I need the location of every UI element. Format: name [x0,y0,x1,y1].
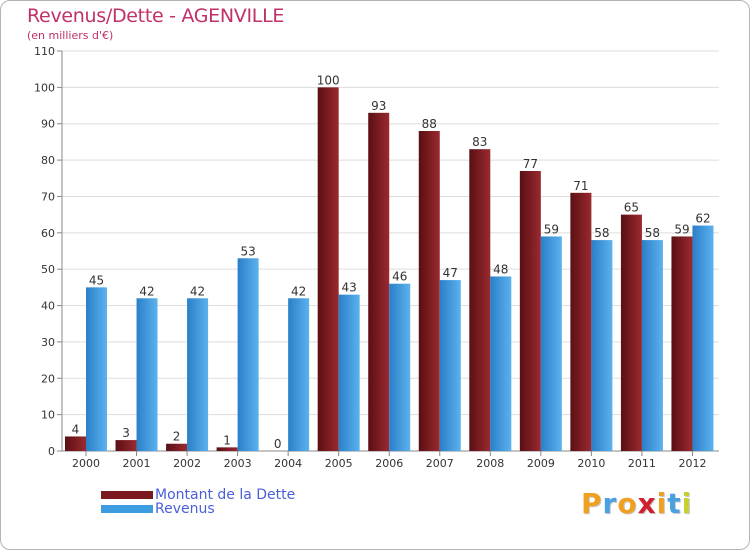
bar-dette [368,112,390,452]
bar-revenus [692,225,714,451]
bar-dette [418,131,440,451]
data-label: 62 [695,212,710,226]
logo-letter: x [637,487,657,520]
bar-revenus [641,240,663,451]
x-tick-label: 2010 [577,457,605,470]
chart-title: Revenus/Dette - AGENVILLE [27,5,285,27]
legend-item-revenus: Revenus [101,501,215,517]
data-label: 0 [274,437,282,451]
bar-revenus [237,258,259,451]
bar-revenus [86,287,107,451]
y-tick-label: 0 [48,445,55,458]
data-label: 45 [89,273,104,287]
bar-revenus [591,240,613,451]
x-tick-label: 2008 [476,457,504,470]
logo-letter: t [667,487,682,520]
bar-revenus [288,298,310,451]
x-tick-label: 2002 [173,457,201,470]
bar-dette [115,440,137,451]
chart-subtitle: (en milliers d'€) [27,29,114,42]
data-label: 58 [645,226,660,240]
logo-letter: i [656,487,668,520]
data-label: 42 [190,284,205,298]
data-label: 71 [573,179,588,193]
logo-letter: o [617,487,638,520]
x-tick-label: 2003 [224,457,252,470]
y-tick-label: 70 [41,190,55,203]
bar-revenus [490,276,512,451]
logo-letter: r [602,487,618,520]
data-label: 46 [392,270,407,284]
data-label: 47 [443,266,458,280]
data-label: 48 [493,262,508,276]
data-label: 88 [422,117,437,131]
y-tick-label: 40 [41,300,55,313]
data-label: 59 [674,222,689,236]
legend-swatch-dette [101,491,153,499]
data-label: 4 [72,422,80,436]
data-label: 59 [544,222,559,236]
data-label: 53 [240,244,255,258]
x-tick-label: 2007 [426,457,454,470]
data-label: 2 [173,430,181,444]
bar-revenus [540,236,562,451]
data-label: 43 [342,281,357,295]
bar-dette [469,149,491,451]
bar-dette [519,171,541,451]
bar-dette [671,236,693,451]
bar-revenus [136,298,158,451]
bar-dette [570,192,592,451]
y-tick-label: 110 [34,45,55,58]
proxiti-logo: Proxiti [581,487,692,520]
data-label: 42 [291,284,306,298]
data-label: 42 [139,284,154,298]
bar-dette [216,447,238,451]
bar-revenus [389,283,411,451]
y-tick-label: 50 [41,263,55,276]
x-tick-label: 2009 [527,457,555,470]
y-tick-label: 30 [41,336,55,349]
data-label: 3 [122,426,130,440]
x-tick-label: 2006 [375,457,403,470]
x-tick-label: 2005 [325,457,353,470]
logo-letter: i [681,487,693,520]
data-label: 65 [624,201,639,215]
x-tick-label: 2012 [678,457,706,470]
x-tick-label: 2000 [72,457,100,470]
x-tick-label: 2001 [123,457,151,470]
legend-swatch-revenus [101,505,153,513]
data-label: 83 [472,135,487,149]
data-label: 58 [594,226,609,240]
bar-revenus [439,280,461,451]
legend-label-dette: Montant de la Dette [155,487,296,503]
y-tick-label: 60 [41,227,55,240]
y-tick-label: 90 [41,118,55,131]
bar-dette [166,443,188,451]
bar-revenus [187,298,209,451]
legend-item-dette: Montant de la Dette [101,487,295,503]
bar-dette [620,214,642,451]
logo-letter: P [581,487,603,520]
y-tick-label: 80 [41,154,55,167]
legend-label-revenus: Revenus [155,501,215,517]
bar-revenus [338,294,360,451]
y-tick-label: 20 [41,372,55,385]
y-tick-label: 10 [41,409,55,422]
bar-dette [317,87,339,451]
bar-dette [65,436,86,451]
data-label: 100 [317,73,340,87]
data-label: 77 [523,157,538,171]
data-label: 1 [223,433,231,447]
x-tick-label: 2011 [628,457,656,470]
y-tick-label: 100 [34,81,55,94]
data-label: 93 [371,99,386,113]
x-tick-label: 2004 [274,457,302,470]
